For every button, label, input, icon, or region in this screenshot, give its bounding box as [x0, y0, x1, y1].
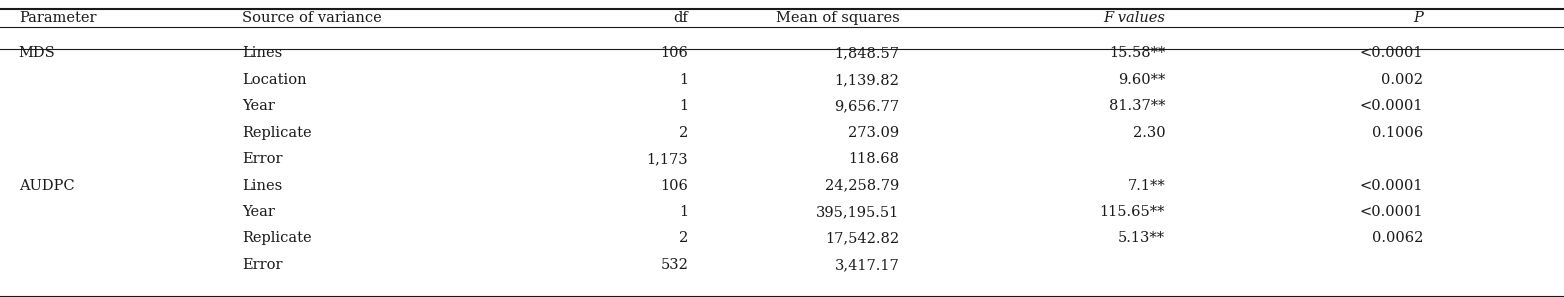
Text: <0.0001: <0.0001 [1359, 46, 1423, 61]
Text: 1,848.57: 1,848.57 [834, 46, 899, 61]
Text: <0.0001: <0.0001 [1359, 99, 1423, 113]
Text: 0.002: 0.002 [1381, 73, 1423, 87]
Text: Lines: Lines [242, 46, 283, 61]
Text: Error: Error [242, 258, 283, 272]
Text: 395,195.51: 395,195.51 [816, 205, 899, 219]
Text: Replicate: Replicate [242, 231, 313, 246]
Text: 1: 1 [679, 99, 688, 113]
Text: Replicate: Replicate [242, 126, 313, 140]
Text: df: df [674, 11, 688, 25]
Text: 106: 106 [660, 178, 688, 193]
Text: 118.68: 118.68 [848, 152, 899, 166]
Text: 1,139.82: 1,139.82 [835, 73, 899, 87]
Text: 2: 2 [679, 231, 688, 246]
Text: 106: 106 [660, 46, 688, 61]
Text: Source of variance: Source of variance [242, 11, 382, 25]
Text: 17,542.82: 17,542.82 [826, 231, 899, 246]
Text: Location: Location [242, 73, 307, 87]
Text: Mean of squares: Mean of squares [776, 11, 899, 25]
Text: 5.13**: 5.13** [1118, 231, 1165, 246]
Text: 1: 1 [679, 73, 688, 87]
Text: Year: Year [242, 205, 275, 219]
Text: 0.1006: 0.1006 [1372, 126, 1423, 140]
Text: 1: 1 [679, 205, 688, 219]
Text: MDS: MDS [19, 46, 55, 61]
Text: 81.37**: 81.37** [1109, 99, 1165, 113]
Text: 15.58**: 15.58** [1109, 46, 1165, 61]
Text: 9.60**: 9.60** [1118, 73, 1165, 87]
Text: 2: 2 [679, 126, 688, 140]
Text: 532: 532 [660, 258, 688, 272]
Text: F values: F values [1103, 11, 1165, 25]
Text: 24,258.79: 24,258.79 [826, 178, 899, 193]
Text: AUDPC: AUDPC [19, 178, 75, 193]
Text: Lines: Lines [242, 178, 283, 193]
Text: 1,173: 1,173 [646, 152, 688, 166]
Text: Year: Year [242, 99, 275, 113]
Text: 0.0062: 0.0062 [1372, 231, 1423, 246]
Text: 7.1**: 7.1** [1128, 178, 1165, 193]
Text: 3,417.17: 3,417.17 [835, 258, 899, 272]
Text: <0.0001: <0.0001 [1359, 205, 1423, 219]
Text: P: P [1414, 11, 1423, 25]
Text: 2.30: 2.30 [1132, 126, 1165, 140]
Text: Error: Error [242, 152, 283, 166]
Text: 115.65**: 115.65** [1099, 205, 1165, 219]
Text: <0.0001: <0.0001 [1359, 178, 1423, 193]
Text: Parameter: Parameter [19, 11, 97, 25]
Text: 273.09: 273.09 [848, 126, 899, 140]
Text: 9,656.77: 9,656.77 [834, 99, 899, 113]
